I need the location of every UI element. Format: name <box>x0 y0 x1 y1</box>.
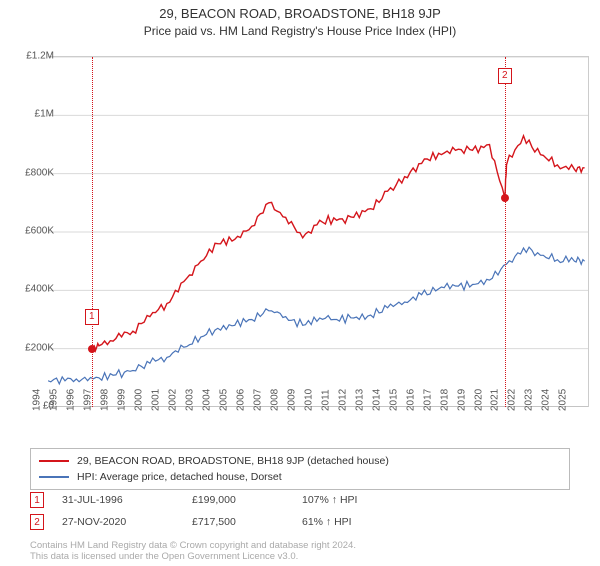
x-tick-label: 1997 <box>82 389 93 411</box>
x-tick-label: 2004 <box>201 389 212 411</box>
x-tick-label: 2018 <box>439 389 450 411</box>
x-tick-label: 2002 <box>167 389 178 411</box>
y-tick-label: £200K <box>14 342 54 353</box>
x-tick-label: 1998 <box>99 389 110 411</box>
sale-dot-2 <box>501 194 509 202</box>
legend-label-hpi: HPI: Average price, detached house, Dors… <box>77 471 282 483</box>
x-tick-label: 1999 <box>116 389 127 411</box>
plot-area: 12 <box>48 56 589 407</box>
sale-date-2: 27-NOV-2020 <box>62 516 192 528</box>
x-tick-label: 2016 <box>405 389 416 411</box>
sale-price-2: £717,500 <box>192 516 302 528</box>
legend-swatch-hpi <box>39 476 69 477</box>
x-tick-label: 2012 <box>337 389 348 411</box>
chart-subtitle: Price paid vs. HM Land Registry's House … <box>0 24 600 38</box>
sale-pct-2: 61% ↑ HPI <box>302 516 412 528</box>
sale-price-1: £199,000 <box>192 494 302 506</box>
x-tick-label: 2024 <box>541 389 552 411</box>
legend: 29, BEACON ROAD, BROADSTONE, BH18 9JP (d… <box>30 448 570 490</box>
sale-marker-2: 2 <box>30 514 44 530</box>
x-tick-label: 2000 <box>133 389 144 411</box>
x-tick-label: 1994 <box>32 389 43 411</box>
y-tick-label: £1M <box>14 109 54 120</box>
y-tick-label: £400K <box>14 284 54 295</box>
legend-swatch-price-paid <box>39 460 69 461</box>
x-tick-label: 2009 <box>286 389 297 411</box>
sale-chart-marker-2: 2 <box>498 68 512 84</box>
x-tick-label: 2010 <box>303 389 314 411</box>
x-tick-label: 2019 <box>456 389 467 411</box>
chart-container: 29, BEACON ROAD, BROADSTONE, BH18 9JP Pr… <box>0 6 600 566</box>
sale-vline-2 <box>505 57 506 407</box>
y-tick-label: £800K <box>14 167 54 178</box>
x-tick-label: 2008 <box>269 389 280 411</box>
x-tick-label: 2001 <box>150 389 161 411</box>
sale-dot-1 <box>88 345 96 353</box>
x-tick-label: 1996 <box>65 389 76 411</box>
plot-svg <box>48 57 588 407</box>
y-tick-label: £1.2M <box>14 51 54 62</box>
x-tick-label: 2015 <box>388 389 399 411</box>
x-tick-label: 2023 <box>524 389 535 411</box>
x-tick-label: 1995 <box>48 389 59 411</box>
footer: Contains HM Land Registry data © Crown c… <box>30 540 356 563</box>
x-tick-label: 2003 <box>184 389 195 411</box>
legend-item-hpi: HPI: Average price, detached house, Dors… <box>39 469 561 485</box>
x-tick-label: 2011 <box>320 389 331 411</box>
y-tick-label: £600K <box>14 226 54 237</box>
sale-vline-1 <box>92 57 93 407</box>
x-tick-label: 2013 <box>354 389 365 411</box>
sale-marker-1: 1 <box>30 492 44 508</box>
x-tick-label: 2021 <box>490 389 501 411</box>
sale-row-2: 2 27-NOV-2020 £717,500 61% ↑ HPI <box>30 514 570 530</box>
x-tick-label: 2022 <box>507 389 518 411</box>
footer-line-2: This data is licensed under the Open Gov… <box>30 551 356 562</box>
x-tick-label: 2006 <box>235 389 246 411</box>
x-tick-label: 2007 <box>252 389 263 411</box>
chart-title: 29, BEACON ROAD, BROADSTONE, BH18 9JP <box>0 6 600 21</box>
series-price_paid <box>92 136 585 351</box>
legend-item-price-paid: 29, BEACON ROAD, BROADSTONE, BH18 9JP (d… <box>39 453 561 469</box>
x-tick-label: 2025 <box>558 389 569 411</box>
x-tick-label: 2005 <box>218 389 229 411</box>
legend-label-price-paid: 29, BEACON ROAD, BROADSTONE, BH18 9JP (d… <box>77 455 389 467</box>
footer-line-1: Contains HM Land Registry data © Crown c… <box>30 540 356 551</box>
sale-chart-marker-1: 1 <box>85 309 99 325</box>
sale-row-1: 1 31-JUL-1996 £199,000 107% ↑ HPI <box>30 492 570 508</box>
x-tick-label: 2020 <box>473 389 484 411</box>
x-tick-label: 2014 <box>371 389 382 411</box>
x-tick-label: 2017 <box>422 389 433 411</box>
sale-pct-1: 107% ↑ HPI <box>302 494 412 506</box>
sale-date-1: 31-JUL-1996 <box>62 494 192 506</box>
